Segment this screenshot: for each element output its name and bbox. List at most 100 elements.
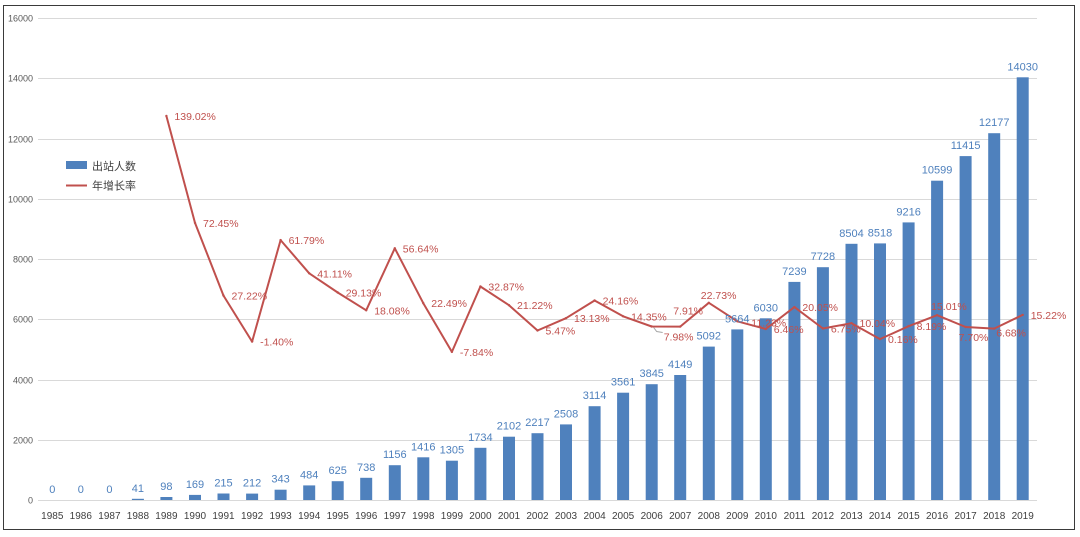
x-tick-label: 2009 xyxy=(726,511,749,522)
x-tick-label: 1985 xyxy=(41,511,64,522)
bar xyxy=(474,447,487,500)
x-tick-label: 2004 xyxy=(583,511,606,522)
bar xyxy=(360,477,373,500)
growth-rate-point xyxy=(279,238,282,242)
bar-value-label: 215 xyxy=(214,478,232,490)
growth-rate-point xyxy=(935,314,939,317)
bar xyxy=(1016,77,1029,501)
legend-swatch-bar xyxy=(66,161,87,169)
bar-value-label: 484 xyxy=(300,469,318,481)
growth-rate-point xyxy=(564,317,568,320)
growth-rate-point xyxy=(507,304,511,307)
x-tick-label: 2005 xyxy=(612,511,635,522)
legend-label-bar: 出站人数 xyxy=(92,159,136,173)
data-label-leader-line xyxy=(653,327,663,334)
line-value-label: 22.49% xyxy=(431,298,467,310)
x-tick-label: 1988 xyxy=(127,511,150,522)
growth-rate-point xyxy=(165,114,168,118)
line-value-label: 6.75% xyxy=(831,324,861,336)
growth-rate-point xyxy=(250,340,254,343)
bar xyxy=(588,406,601,500)
line-value-label: 15.22% xyxy=(1031,310,1067,322)
line-value-label: -7.84% xyxy=(460,347,493,359)
growth-rate-point xyxy=(593,299,596,302)
line-value-labels: 139.02% 72.45% 27.22% -1.40% 61.79% 41.11% 29.… xyxy=(174,111,1066,359)
x-tick-label: 2002 xyxy=(526,511,549,522)
line-value-label: 11.23% xyxy=(751,317,786,329)
growth-rate-point xyxy=(222,294,225,297)
bar xyxy=(788,281,801,500)
gridlines xyxy=(38,18,1037,501)
line-value-label: 6.46% xyxy=(774,324,804,336)
line-value-label: 5.47% xyxy=(546,326,576,338)
bar-value-label: 2102 xyxy=(497,421,521,433)
growth-rate-point xyxy=(764,327,767,331)
bar xyxy=(759,318,772,500)
x-tick-label: 2016 xyxy=(926,511,949,522)
bar-value-label: 98 xyxy=(160,481,172,493)
bar-value-label: 8504 xyxy=(839,228,863,240)
x-tick-label: 1994 xyxy=(298,511,321,522)
bar xyxy=(531,433,544,500)
line-value-label: 10.04% xyxy=(860,318,896,330)
line-value-label: -1.40% xyxy=(260,337,293,349)
bar xyxy=(560,424,572,500)
line-value-label: 61.79% xyxy=(289,235,325,247)
x-tick-label: 2014 xyxy=(869,511,892,522)
bar xyxy=(503,436,515,500)
x-tick-label: 2007 xyxy=(669,511,692,522)
line-value-label: 7.98% xyxy=(664,332,694,344)
bar-value-label: 9216 xyxy=(896,206,920,218)
y-tick-label: 8000 xyxy=(13,255,33,265)
x-tick-label: 2012 xyxy=(812,511,835,522)
bar-value-label: 169 xyxy=(186,479,204,491)
bar xyxy=(189,494,201,500)
growth-rate-point xyxy=(878,337,882,341)
line-value-label: 14.35% xyxy=(631,311,667,323)
line-value-label: 18.08% xyxy=(374,305,410,317)
x-tick-label: 2001 xyxy=(498,511,521,522)
bar-series xyxy=(131,77,1029,501)
growth-rate-point xyxy=(850,322,853,325)
bar-value-label: 10599 xyxy=(922,165,953,177)
bar-value-label: 1416 xyxy=(411,441,435,453)
y-tick-label: 6000 xyxy=(13,315,33,325)
growth-rate-point xyxy=(907,325,910,328)
x-tick-label: 1987 xyxy=(98,511,121,522)
growth-rate-point xyxy=(193,221,197,225)
bar-value-label: 2217 xyxy=(525,417,549,429)
y-tick-label: 2000 xyxy=(13,436,33,446)
bar-value-label: 212 xyxy=(243,478,261,490)
x-tick-label: 1999 xyxy=(441,511,464,522)
bar xyxy=(388,465,401,500)
growth-rate-point xyxy=(621,315,625,318)
bar-value-label: 738 xyxy=(357,462,375,474)
x-tick-label: 2017 xyxy=(954,511,977,522)
x-tick-label: 1998 xyxy=(412,511,435,522)
bar xyxy=(645,384,658,500)
bar xyxy=(845,243,858,501)
line-value-label: 41.11% xyxy=(317,268,352,280)
y-tick-label: 12000 xyxy=(8,135,33,145)
bar-value-label: 8518 xyxy=(868,227,892,239)
growth-rate-point xyxy=(993,327,996,330)
x-tick-label: 1995 xyxy=(327,511,350,522)
line-value-label: 24.16% xyxy=(603,296,639,308)
x-tick-label: 1996 xyxy=(355,511,378,522)
legend-label-line: 年增长率 xyxy=(92,179,136,193)
y-tick-label: 14000 xyxy=(8,74,33,84)
growth-rate-point xyxy=(422,302,425,305)
growth-rate-point xyxy=(479,285,482,288)
line-value-label: 6.68% xyxy=(996,328,1026,340)
bar xyxy=(131,498,144,500)
growth-rate-point xyxy=(736,320,739,323)
bar-value-label: 4149 xyxy=(668,359,692,371)
bar-value-label: 1734 xyxy=(468,432,492,444)
growth-rate-point xyxy=(679,325,682,328)
legend: 出站人数 年增长率 xyxy=(66,159,136,193)
bar xyxy=(160,497,173,500)
line-value-label: 8.19% xyxy=(917,321,947,333)
line-value-label: 0.16% xyxy=(888,334,918,346)
bar xyxy=(902,222,915,500)
